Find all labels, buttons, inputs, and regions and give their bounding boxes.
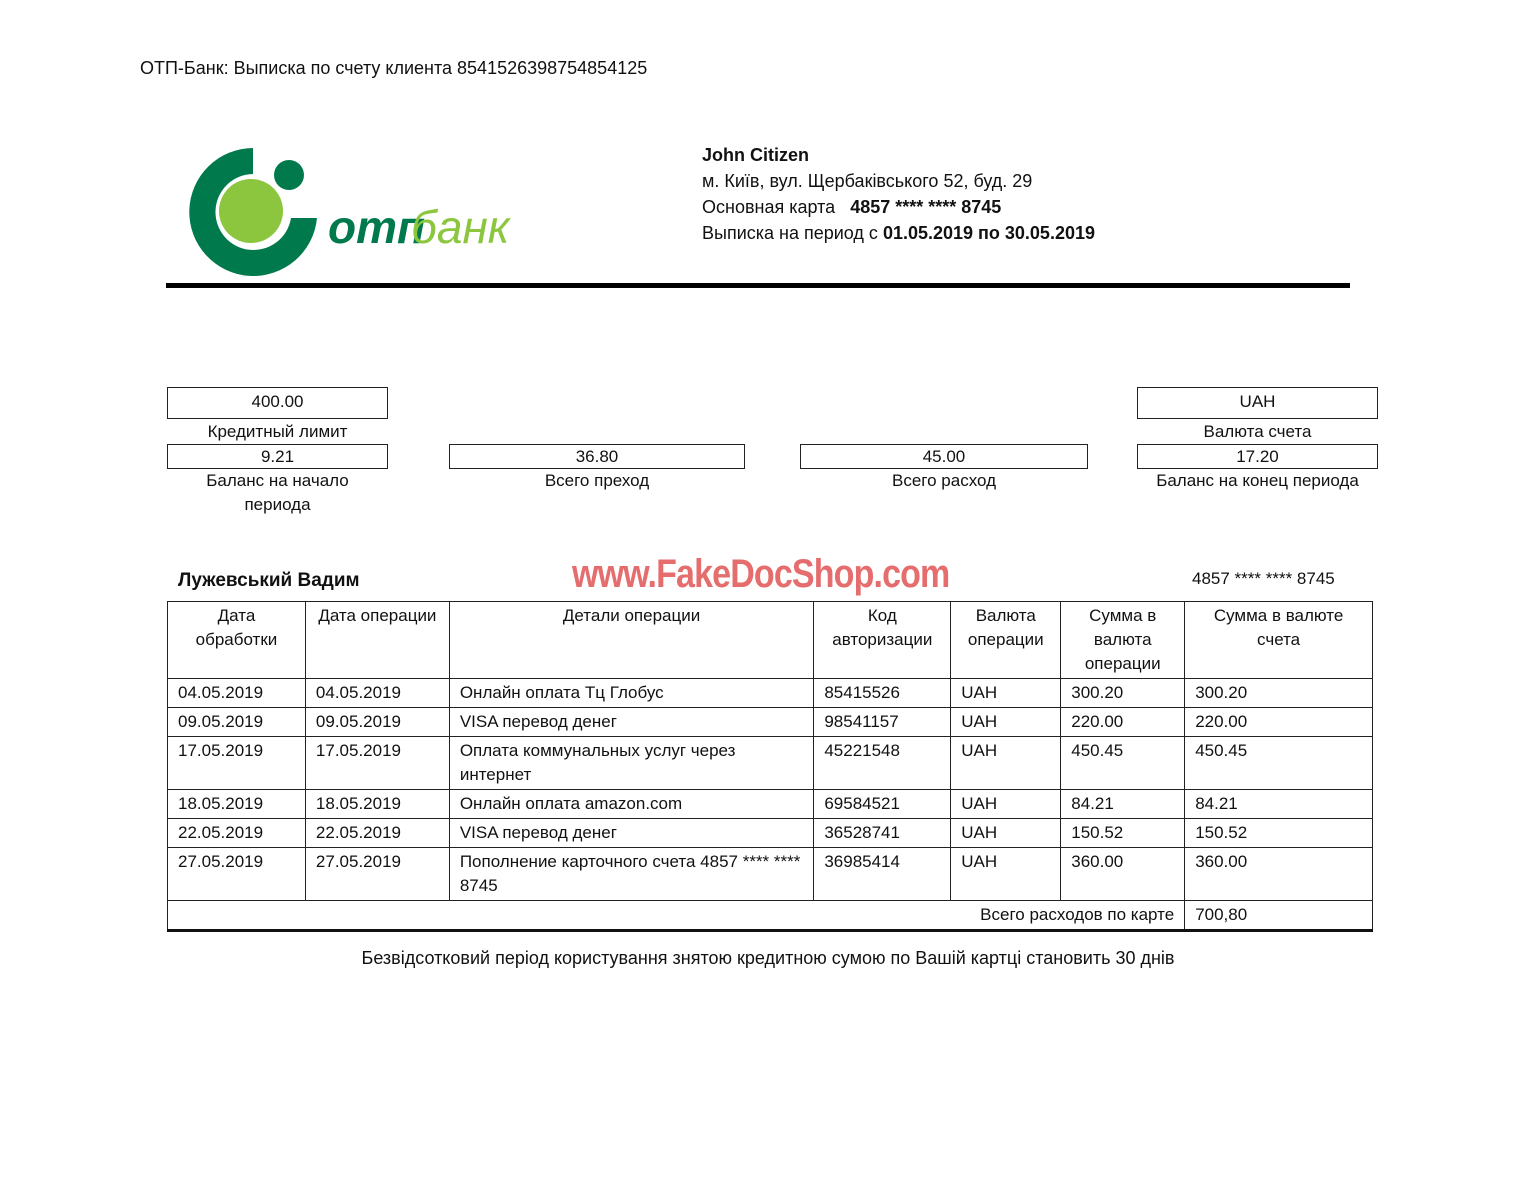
- svg-text:отп: отп: [328, 201, 425, 253]
- currency-label: Валюта счета: [1203, 422, 1312, 441]
- cell-operation-date: 17.05.2019: [304, 736, 450, 790]
- holder-card: 4857 **** **** 8745: [1192, 569, 1335, 588]
- cell-amount-op: 84.21: [1060, 789, 1186, 819]
- total-out-label: Всего расход: [891, 471, 997, 490]
- period-label: Выписка на период с: [702, 223, 878, 243]
- opening-balance-label-1: Баланс на начало: [206, 471, 349, 490]
- header-divider: [166, 283, 1350, 288]
- cell-auth-code: 98541157: [813, 707, 952, 737]
- cell-processing-date: 22.05.2019: [167, 818, 306, 848]
- watermark: www.FakeDocShop.com: [572, 552, 950, 596]
- cell-currency: UAH: [950, 789, 1062, 819]
- col-header-processing-date: Дата обработки: [167, 601, 306, 679]
- table-row: 18.05.2019 18.05.2019 Онлайн оплата amazon…: [167, 789, 1373, 819]
- currency-value: UAH: [1137, 387, 1378, 419]
- cell-amount-account: 300.20: [1184, 678, 1373, 708]
- col-header-op-currency: Валюта операции: [950, 601, 1062, 679]
- total-out-value: 45.00: [800, 444, 1088, 469]
- cell-currency: UAH: [950, 847, 1062, 901]
- cell-processing-date: 09.05.2019: [167, 707, 306, 737]
- cell-processing-date: 18.05.2019: [167, 789, 306, 819]
- total-row: Всего расходов по карте 700,80: [166, 900, 1373, 932]
- cell-amount-op: 360.00: [1060, 847, 1186, 901]
- col-header-amount-op-currency: Сумма в валюта операции: [1060, 601, 1186, 679]
- cell-auth-code: 36528741: [813, 818, 952, 848]
- cell-operation-date: 22.05.2019: [304, 818, 450, 848]
- card-line: Основная карта 4857 **** **** 8745: [702, 197, 1001, 218]
- table-header-row: Дата обработки Дата операции Детали опер…: [167, 601, 1373, 679]
- opening-balance-value: 9.21: [167, 444, 388, 469]
- col-header-amount-account-currency: Сумма в валюте счета: [1184, 601, 1373, 679]
- credit-limit-label: Кредитный лимит: [207, 422, 348, 441]
- cell-currency: UAH: [950, 736, 1062, 790]
- cell-auth-code: 85415526: [813, 678, 952, 708]
- card-label: Основная карта: [702, 197, 836, 217]
- period-line: Выписка на период с 01.05.2019 по 30.05.…: [702, 223, 1095, 244]
- holder-name: Лужевський Вадим: [178, 570, 360, 591]
- cell-details: Онлайн оплата amazon.com: [448, 789, 815, 819]
- cell-amount-account: 220.00: [1184, 707, 1373, 737]
- cell-operation-date: 18.05.2019: [304, 789, 450, 819]
- total-in-label: Всего преход: [544, 471, 650, 490]
- cell-amount-account: 84.21: [1184, 789, 1373, 819]
- client-name: John Citizen: [702, 145, 809, 165]
- cell-operation-date: 09.05.2019: [304, 707, 450, 737]
- otp-logo-icon: отп банк: [189, 148, 512, 276]
- col-header-details: Детали операции: [448, 601, 815, 679]
- cell-amount-account: 450.45: [1184, 736, 1373, 790]
- total-in-value: 36.80: [449, 444, 745, 469]
- cell-amount-account: 150.52: [1184, 818, 1373, 848]
- cell-processing-date: 04.05.2019: [167, 678, 306, 708]
- interest-free-note: Безвідсотковий період користування знято…: [361, 948, 1175, 968]
- card-number: 4857 **** **** 8745: [850, 197, 1002, 217]
- cell-details: Пополнение карточного счета 4857 **** **…: [448, 847, 815, 901]
- cell-details: VISA перевод денег: [448, 707, 815, 737]
- cell-currency: UAH: [950, 818, 1062, 848]
- client-address: м. Київ, вул. Щербаківського 52, буд. 29: [702, 171, 1033, 191]
- total-label: Всего расходов по карте: [166, 900, 1186, 932]
- cell-processing-date: 27.05.2019: [167, 847, 306, 901]
- table-row: 04.05.2019 04.05.2019 Онлайн оплата Тц Гло…: [167, 678, 1373, 708]
- closing-balance-value: 17.20: [1137, 444, 1378, 469]
- otp-bank-logo: отп банк: [183, 143, 553, 283]
- cell-amount-op: 300.20: [1060, 678, 1186, 708]
- cell-amount-op: 150.52: [1060, 818, 1186, 848]
- table-row: 22.05.2019 22.05.2019 VISA перевод денег 36…: [167, 818, 1373, 848]
- cell-auth-code: 36985414: [813, 847, 952, 901]
- opening-balance-label-2: периода: [244, 495, 311, 514]
- cell-details: Оплата коммунальных услуг через интернет: [448, 736, 815, 790]
- cell-currency: UAH: [950, 678, 1062, 708]
- cell-details: Онлайн оплата Тц Глобус: [448, 678, 815, 708]
- cell-auth-code: 69584521: [813, 789, 952, 819]
- col-header-auth-code: Код авторизации: [813, 601, 952, 679]
- cell-amount-op: 220.00: [1060, 707, 1186, 737]
- cell-processing-date: 17.05.2019: [167, 736, 306, 790]
- table-row: 17.05.2019 17.05.2019 Оплата коммунальных …: [167, 736, 1373, 790]
- table-row: 09.05.2019 09.05.2019 VISA перевод денег 98…: [167, 707, 1373, 737]
- cell-currency: UAH: [950, 707, 1062, 737]
- credit-limit-value: 400.00: [167, 387, 388, 419]
- closing-balance-label: Баланс на конец периода: [1156, 471, 1359, 490]
- total-value: 700,80: [1184, 900, 1373, 932]
- transactions-table: Дата обработки Дата операции Детали опер…: [166, 601, 1373, 932]
- cell-auth-code: 45221548: [813, 736, 952, 790]
- col-header-operation-date: Дата операции: [304, 601, 450, 679]
- period-value: 01.05.2019 по 30.05.2019: [882, 223, 1095, 243]
- document-title: ОТП-Банк: Выписка по счету клиента 85415…: [140, 58, 648, 78]
- table-row: 27.05.2019 27.05.2019 Пополнение карточног…: [167, 847, 1373, 901]
- cell-operation-date: 27.05.2019: [304, 847, 450, 901]
- cell-operation-date: 04.05.2019: [304, 678, 450, 708]
- svg-text:банк: банк: [411, 201, 512, 253]
- cell-amount-account: 360.00: [1184, 847, 1373, 901]
- cell-amount-op: 450.45: [1060, 736, 1186, 790]
- cell-details: VISA перевод денег: [448, 818, 815, 848]
